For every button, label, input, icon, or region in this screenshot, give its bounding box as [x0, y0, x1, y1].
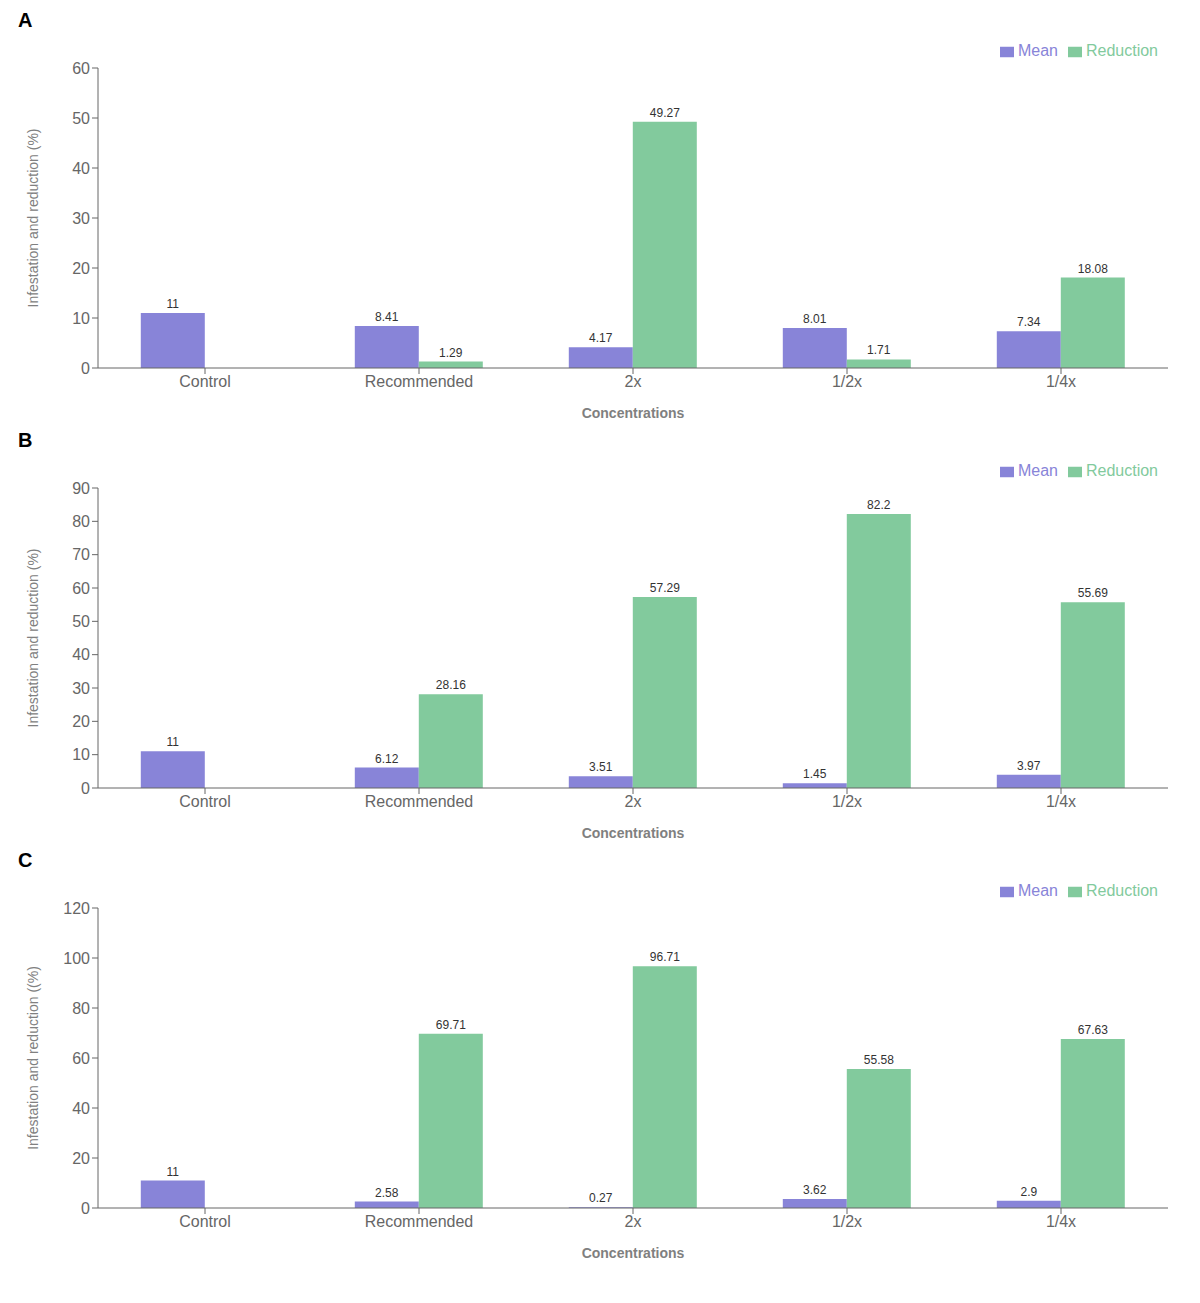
svg-text:6.12: 6.12	[375, 752, 399, 766]
svg-text:1/2x: 1/2x	[832, 1213, 862, 1230]
svg-text:90: 90	[72, 480, 90, 497]
svg-text:2x: 2x	[625, 373, 642, 390]
svg-text:20: 20	[72, 260, 90, 277]
svg-text:3.51: 3.51	[589, 760, 613, 774]
svg-text:2.9: 2.9	[1020, 1185, 1037, 1199]
svg-text:0: 0	[81, 780, 90, 797]
svg-text:55.58: 55.58	[864, 1053, 894, 1067]
html-text:B: B	[18, 429, 33, 451]
svg-text:49.27: 49.27	[650, 106, 680, 120]
svg-text:8.01: 8.01	[803, 312, 827, 326]
svg-text:7.34: 7.34	[1017, 315, 1041, 329]
svg-text:60: 60	[72, 60, 90, 77]
svg-text:60: 60	[72, 1050, 90, 1067]
svg-text:Concentrations: Concentrations	[582, 405, 685, 421]
svg-text:70: 70	[72, 546, 90, 563]
svg-text:80: 80	[72, 513, 90, 530]
svg-text:50: 50	[72, 110, 90, 127]
svg-text:4.17: 4.17	[589, 331, 613, 345]
svg-text:2.58: 2.58	[375, 1186, 399, 1200]
svg-text:67.63: 67.63	[1078, 1023, 1108, 1037]
svg-text:Infestation and reduction (%): Infestation and reduction (%)	[25, 549, 41, 728]
svg-text:55.69: 55.69	[1078, 586, 1108, 600]
svg-text:18.08: 18.08	[1078, 262, 1108, 276]
svg-text:Concentrations: Concentrations	[582, 1245, 685, 1261]
svg-text:Control: Control	[179, 793, 231, 810]
svg-text:10: 10	[72, 746, 90, 763]
svg-text:0.27: 0.27	[589, 1191, 613, 1205]
svg-text:1/4x: 1/4x	[1046, 793, 1076, 810]
svg-text:57.29: 57.29	[650, 581, 680, 595]
svg-text:1.45: 1.45	[803, 767, 827, 781]
svg-text:3.62: 3.62	[803, 1183, 827, 1197]
svg-text:2x: 2x	[625, 1213, 642, 1230]
svg-text:Control: Control	[179, 1213, 231, 1230]
svg-text:11: 11	[167, 735, 180, 749]
svg-text:1.29: 1.29	[439, 346, 463, 360]
html-text:A: A	[18, 9, 33, 31]
svg-text:60: 60	[72, 580, 90, 597]
svg-text:Infestation and reduction ((%): Infestation and reduction ((%)	[25, 966, 41, 1150]
svg-text:0: 0	[81, 1200, 90, 1217]
svg-text:40: 40	[72, 646, 90, 663]
html-text:Reduction: Reduction	[1086, 882, 1158, 899]
svg-text:Infestation and reduction (%): Infestation and reduction (%)	[25, 129, 41, 308]
svg-text:11: 11	[167, 1165, 180, 1179]
svg-text:0: 0	[81, 360, 90, 377]
html-text:Reduction: Reduction	[1086, 462, 1158, 479]
svg-text:11: 11	[167, 297, 180, 311]
svg-text:2x: 2x	[625, 793, 642, 810]
html-text:Mean: Mean	[1017, 882, 1058, 899]
svg-text:8.41: 8.41	[375, 310, 399, 324]
svg-text:1/4x: 1/4x	[1046, 373, 1076, 390]
html-text:C: C	[18, 849, 33, 871]
svg-text:1/2x: 1/2x	[832, 793, 862, 810]
html-text:Reduction: Reduction	[1086, 42, 1158, 59]
html-text:Mean: Mean	[1017, 42, 1058, 59]
svg-text:Concentrations: Concentrations	[582, 825, 685, 841]
svg-text:10: 10	[72, 310, 90, 327]
svg-text:20: 20	[72, 713, 90, 730]
svg-text:1/4x: 1/4x	[1046, 1213, 1076, 1230]
svg-text:96.71: 96.71	[650, 950, 680, 964]
html-text:Mean: Mean	[1017, 462, 1058, 479]
svg-text:80: 80	[72, 1000, 90, 1017]
svg-text:Recommended: Recommended	[365, 793, 474, 810]
svg-text:30: 30	[72, 680, 90, 697]
svg-text:40: 40	[72, 1100, 90, 1117]
svg-text:100: 100	[63, 950, 90, 967]
svg-text:82.2: 82.2	[867, 498, 891, 512]
svg-text:Recommended: Recommended	[365, 373, 474, 390]
svg-text:50: 50	[72, 613, 90, 630]
svg-text:28.16: 28.16	[436, 678, 466, 692]
svg-text:1/2x: 1/2x	[832, 373, 862, 390]
svg-text:3.97: 3.97	[1017, 759, 1041, 773]
svg-text:20: 20	[72, 1150, 90, 1167]
svg-text:Recommended: Recommended	[365, 1213, 474, 1230]
svg-text:120: 120	[63, 900, 90, 917]
svg-text:40: 40	[72, 160, 90, 177]
svg-text:Control: Control	[179, 373, 231, 390]
svg-text:1.71: 1.71	[867, 343, 891, 357]
svg-text:30: 30	[72, 210, 90, 227]
svg-text:69.71: 69.71	[436, 1018, 466, 1032]
